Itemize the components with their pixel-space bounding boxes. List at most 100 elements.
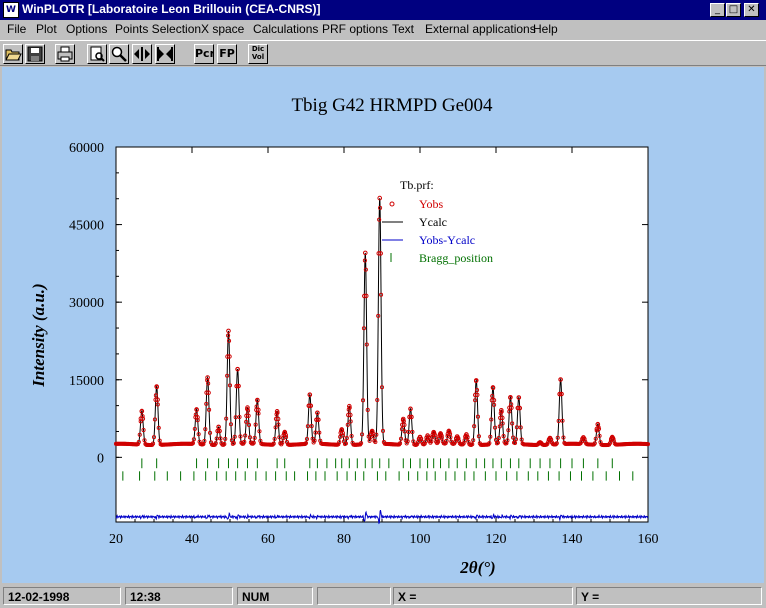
yobs-point	[409, 414, 414, 420]
diffraction-plot[interactable]: Tbig G42 HRMPD Ge004 20 40 60 80 100 120 140 16…	[2, 67, 764, 583]
yobs-point	[317, 430, 322, 435]
pcr-button[interactable]: Pcr	[194, 44, 214, 64]
yobs-point	[367, 438, 372, 443]
yobs-point	[377, 217, 382, 222]
series-bragg-position	[122, 458, 634, 481]
fp-button[interactable]: FP	[217, 44, 237, 64]
x-tick-label: 60	[261, 532, 275, 547]
x-tick-label: 160	[638, 532, 659, 547]
zoom-page-icon[interactable]	[87, 44, 107, 64]
yobs-point	[423, 439, 428, 444]
yobs-point	[492, 402, 497, 407]
title-bar[interactable]: W WinPLOTR [Laboratoire Leon Brillouin (…	[0, 0, 766, 20]
winplotr-app-icon[interactable]: W	[3, 2, 19, 18]
close-icon[interactable]: ✕	[744, 3, 759, 17]
y-tick-label: 30000	[69, 296, 104, 311]
yobs-point	[217, 428, 222, 434]
yobs-point	[155, 397, 160, 402]
yobs-point	[439, 433, 444, 439]
menu-file[interactable]: File	[7, 22, 27, 36]
yobs-point	[314, 417, 319, 423]
series-yobs	[113, 195, 651, 448]
yobs-point	[307, 392, 313, 398]
move-horizontal-icon[interactable]	[132, 44, 152, 64]
status-time: 12:38	[125, 587, 233, 605]
yobs-point	[559, 391, 564, 397]
yobs-point	[366, 434, 371, 439]
magnifier-icon[interactable]	[109, 44, 129, 64]
yobs-point	[224, 416, 229, 421]
yobs-point	[455, 436, 461, 441]
yobs-point	[474, 392, 480, 398]
menu-calculations[interactable]: Calculations	[253, 22, 319, 36]
yobs-point	[490, 385, 496, 390]
yobs-point	[135, 442, 140, 447]
yobs-point	[225, 373, 230, 378]
yobs-point	[506, 428, 511, 433]
menu-points-selection[interactable]: Points Selection	[115, 22, 202, 36]
yobs-point	[489, 417, 494, 422]
yobs-point	[253, 422, 258, 427]
yobs-point	[214, 436, 219, 441]
yobs-point	[415, 442, 420, 447]
menu-help[interactable]: Help	[533, 22, 558, 36]
yobs-point	[472, 392, 478, 398]
yobs-point	[490, 394, 495, 399]
yobs-point	[464, 432, 469, 437]
yobs-point	[140, 416, 146, 422]
yobs-point	[204, 401, 209, 406]
yobs-point	[377, 195, 383, 201]
yobs-point	[447, 431, 453, 437]
yobs-point	[514, 425, 519, 430]
yobs-point	[438, 431, 443, 436]
yobs-point	[499, 415, 505, 421]
maximize-icon[interactable]: □	[726, 3, 741, 17]
yobs-point	[141, 428, 146, 433]
printer-icon[interactable]	[55, 44, 75, 64]
yobs-point	[303, 441, 309, 446]
save-disk-icon[interactable]	[25, 44, 45, 64]
status-y-coordinate: Y =	[576, 587, 762, 605]
yobs-point	[519, 437, 524, 442]
x-tick-label: 80	[337, 532, 351, 547]
yobs-point	[155, 402, 160, 407]
menu-text[interactable]: Text	[392, 22, 415, 36]
yobs-point	[304, 436, 310, 442]
minimize-icon[interactable]: _	[710, 3, 725, 17]
yobs-point	[272, 436, 277, 441]
zoom-page-icon-glyph	[90, 46, 105, 62]
menu-external-applications[interactable]: External applications	[425, 22, 536, 36]
yobs-point	[592, 441, 597, 446]
resize-horizontal-icon-glyph	[157, 47, 173, 61]
yobs-point	[208, 440, 214, 445]
yobs-point	[545, 441, 550, 447]
yobs-point	[476, 434, 481, 439]
yobs-point	[408, 406, 413, 412]
yobs-point	[207, 430, 213, 435]
menu-prf-options[interactable]: PRF options	[322, 22, 389, 36]
menu-x-space[interactable]: X space	[201, 22, 245, 36]
yobs-point	[500, 421, 505, 426]
yobs-point	[511, 435, 516, 440]
yobs-point	[554, 441, 559, 446]
yobs-point	[223, 436, 228, 441]
yobs-point	[515, 405, 521, 411]
open-folder-icon[interactable]	[3, 44, 23, 64]
menu-options[interactable]: Options	[66, 22, 108, 36]
yobs-point	[378, 292, 384, 297]
yobs-point	[347, 403, 352, 409]
yobs-point	[238, 434, 243, 439]
resize-horizontal-icon[interactable]	[155, 44, 175, 64]
yobs-point	[192, 426, 197, 431]
yobs-point	[233, 415, 238, 420]
yobs-point	[242, 439, 247, 445]
yobs-point	[231, 441, 236, 446]
yobs-point	[492, 425, 498, 430]
dicvol-button[interactable]: Dic Vol	[248, 44, 268, 64]
yobs-point	[204, 390, 209, 395]
yobs-point	[255, 397, 260, 403]
menu-plot[interactable]: Plot	[36, 22, 57, 36]
yobs-point	[430, 432, 436, 438]
yobs-point	[222, 442, 227, 447]
yobs-point	[257, 429, 262, 434]
